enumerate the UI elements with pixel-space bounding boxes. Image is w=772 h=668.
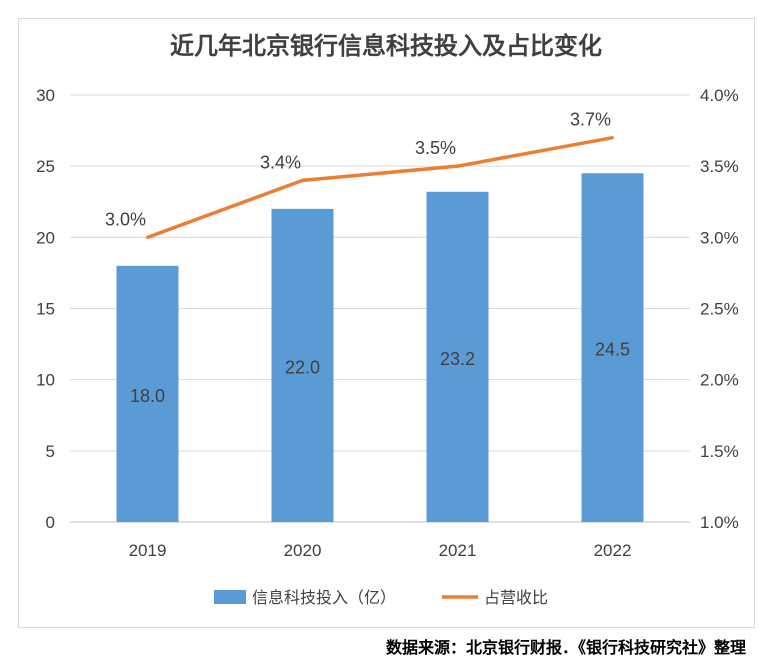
- bar: [271, 208, 334, 522]
- left-axis-tick: 0: [46, 513, 55, 532]
- left-axis-tick: 30: [36, 86, 55, 105]
- legend-label-line: 占营收比: [484, 588, 548, 607]
- left-axis-tick: 15: [36, 300, 55, 319]
- source-note: 数据来源：北京银行财报．《银行科技研究社》整理: [385, 638, 746, 657]
- x-axis-tick: 2019: [129, 541, 167, 560]
- left-axis-tick: 25: [36, 157, 55, 176]
- line-point: [146, 235, 149, 239]
- left-axis-tick: 20: [36, 228, 55, 247]
- bar-data-label: 22.0: [285, 357, 320, 377]
- right-axis-tick: 1.5%: [700, 442, 739, 461]
- chart-title: 近几年北京银行信息科技投入及占比变化: [170, 32, 602, 60]
- right-axis-tick: 4.0%: [700, 86, 739, 105]
- line-data-label: 3.5%: [415, 138, 456, 158]
- chart-frame: [18, 18, 755, 628]
- legend-swatch-bar: [214, 590, 246, 604]
- right-axis-tick: 1.0%: [700, 513, 739, 532]
- right-axis-tick: 3.5%: [700, 157, 739, 176]
- x-axis-tick: 2022: [594, 541, 632, 560]
- right-axis-tick: 2.5%: [700, 300, 739, 319]
- bar-data-label: 18.0: [130, 386, 165, 406]
- bar: [116, 265, 179, 522]
- legend-label-bar: 信息科技投入（亿）: [252, 588, 396, 607]
- left-axis-tick: 10: [36, 371, 55, 390]
- line-point: [456, 164, 459, 168]
- bar-data-label: 24.5: [595, 340, 630, 360]
- line-data-label: 3.7%: [570, 110, 611, 130]
- line-data-label: 3.4%: [260, 152, 301, 172]
- x-axis-tick: 2021: [439, 541, 477, 560]
- bar: [426, 191, 489, 522]
- line-point: [301, 178, 304, 182]
- right-axis-tick: 3.0%: [700, 228, 739, 247]
- line-data-label: 3.0%: [105, 209, 146, 229]
- line-point: [611, 136, 614, 140]
- x-axis-tick: 2020: [284, 541, 322, 560]
- line-series: [146, 135, 613, 239]
- bar-data-label: 23.2: [440, 349, 475, 369]
- bar: [581, 173, 644, 523]
- left-axis-tick: 5: [46, 442, 55, 461]
- right-axis-tick: 2.0%: [700, 371, 739, 390]
